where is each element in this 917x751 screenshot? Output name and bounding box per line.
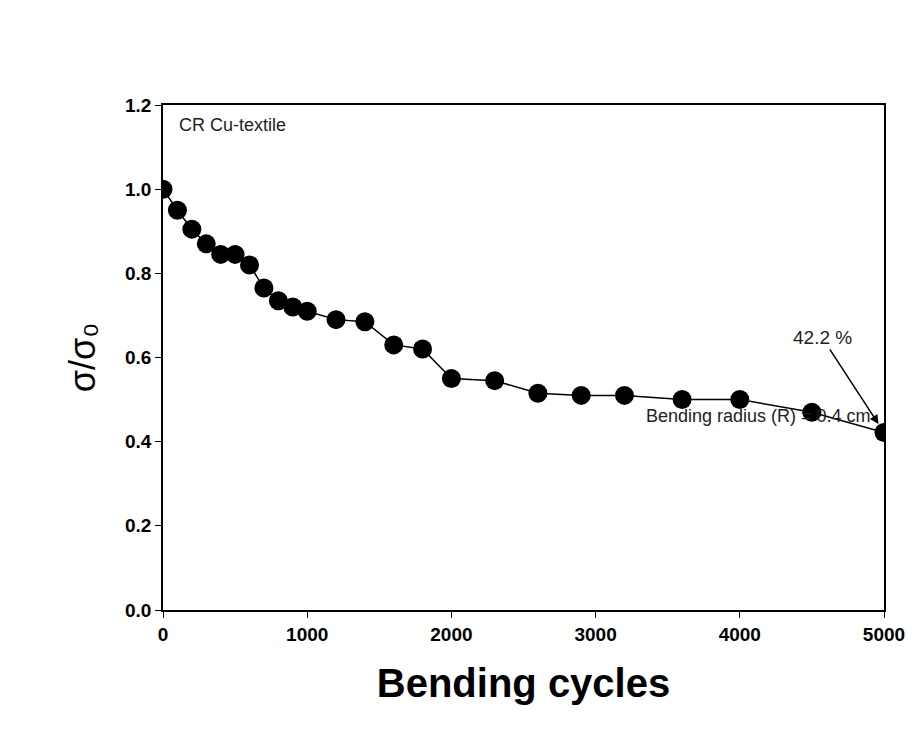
- svg-text:1.0: 1.0: [125, 179, 151, 200]
- svg-text:CR Cu-textile: CR Cu-textile: [179, 115, 286, 135]
- svg-text:0.6: 0.6: [125, 347, 151, 368]
- svg-text:2000: 2000: [430, 624, 472, 645]
- svg-text:42.2 %: 42.2 %: [793, 327, 852, 348]
- svg-text:1.2: 1.2: [125, 95, 151, 116]
- svg-text:0.4: 0.4: [125, 431, 152, 452]
- svg-text:5000: 5000: [863, 624, 905, 645]
- svg-text:0.0: 0.0: [125, 600, 151, 621]
- svg-text:0.2: 0.2: [125, 515, 151, 536]
- svg-text:Bending cycles: Bending cycles: [377, 661, 670, 705]
- svg-text:σ/σ₀: σ/σ₀: [62, 323, 103, 392]
- svg-text:0: 0: [158, 624, 169, 645]
- svg-text:1000: 1000: [286, 624, 328, 645]
- svg-text:0.8: 0.8: [125, 263, 151, 284]
- svg-text:4000: 4000: [719, 624, 761, 645]
- svg-text:3000: 3000: [574, 624, 616, 645]
- svg-text:Bending radius (R) = 0.4 cm: Bending radius (R) = 0.4 cm: [646, 406, 871, 426]
